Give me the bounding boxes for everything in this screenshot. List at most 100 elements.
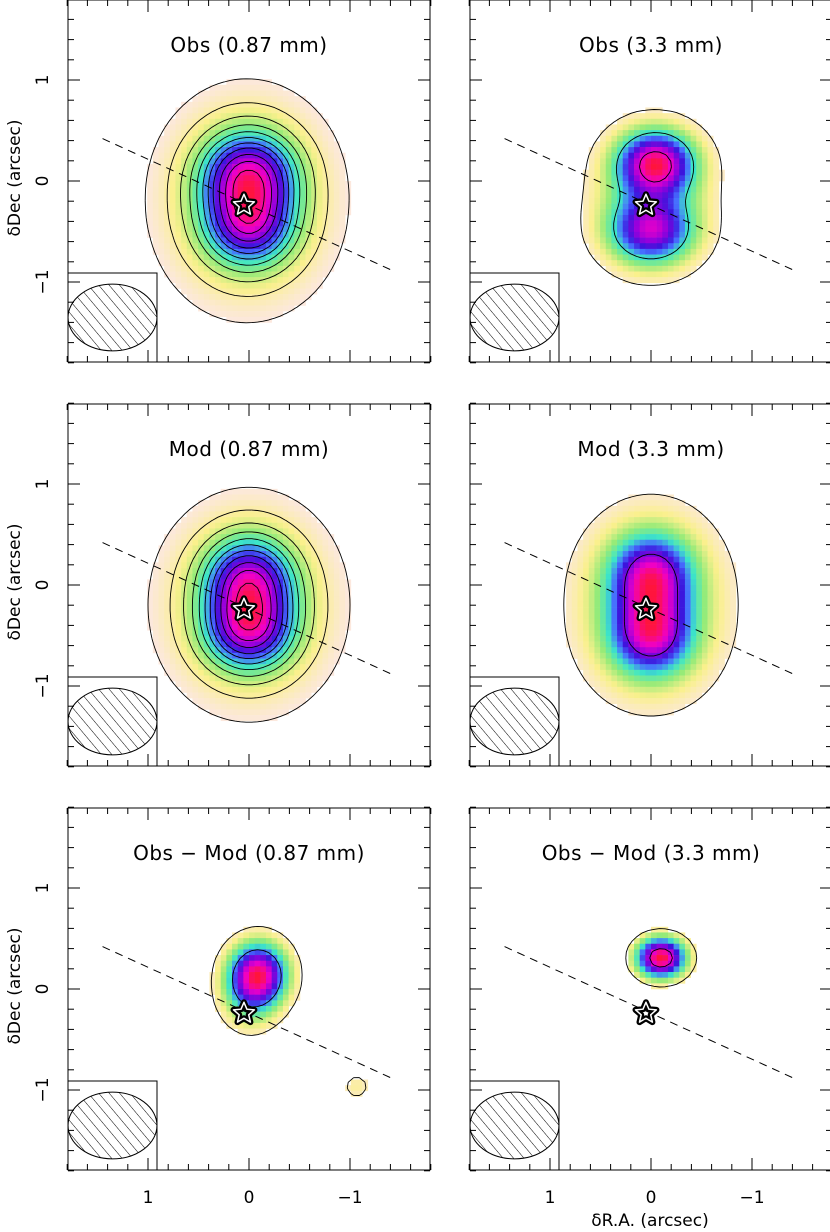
map-cell — [333, 585, 340, 591]
map-cell — [260, 517, 267, 524]
map-cell — [294, 158, 301, 165]
map-cell — [730, 613, 737, 620]
map-cell — [243, 932, 250, 939]
map-cell — [198, 664, 205, 671]
map-cell — [192, 135, 199, 142]
map-cell — [232, 1000, 238, 1007]
map-cell — [667, 124, 674, 131]
map-cell — [209, 664, 216, 671]
map-cell — [237, 972, 244, 978]
map-cell — [713, 209, 720, 216]
map-cell — [634, 254, 640, 261]
map-cell — [260, 601, 267, 608]
map-cell — [254, 316, 261, 323]
map-cell — [667, 545, 674, 552]
map-cell — [209, 203, 216, 210]
map-cell — [288, 647, 295, 654]
map-cell — [611, 618, 618, 625]
map-cell — [181, 271, 188, 278]
map-cell — [288, 96, 295, 103]
map-cell — [577, 573, 584, 580]
map-cell — [277, 209, 284, 216]
map-cell — [611, 698, 618, 705]
map-cell — [679, 664, 686, 671]
map-cell — [265, 505, 272, 512]
map-cell — [707, 556, 714, 563]
map-cell — [673, 243, 680, 250]
map-cell — [226, 994, 233, 1001]
map-cell — [656, 658, 663, 665]
map-cell — [282, 966, 289, 973]
map-cell — [249, 186, 255, 193]
map-cell — [679, 135, 686, 142]
map-cell — [243, 305, 250, 312]
map-cell — [311, 664, 318, 671]
map-cell — [249, 1028, 255, 1035]
map-cell — [316, 254, 323, 261]
map-cell — [198, 692, 205, 699]
map-cell — [282, 197, 289, 204]
map-cell — [634, 226, 640, 233]
map-cell — [645, 175, 652, 182]
map-cell — [667, 181, 674, 187]
map-cell — [667, 277, 674, 284]
map-cell — [260, 90, 267, 97]
map-cell — [220, 311, 227, 318]
map-cell — [345, 590, 352, 597]
map-cell — [611, 141, 618, 148]
map-cell — [605, 579, 612, 586]
map-cell — [311, 164, 318, 170]
map-cell — [164, 596, 171, 603]
map-cell — [271, 528, 278, 535]
map-cell — [243, 590, 250, 597]
map-cell — [679, 124, 686, 131]
map-cell — [617, 692, 624, 699]
map-cell — [294, 243, 301, 250]
map-cell — [282, 618, 289, 625]
map-cell — [316, 562, 323, 569]
map-cell — [243, 618, 250, 625]
map-cell — [282, 288, 289, 295]
map-cell — [311, 226, 318, 233]
map-cell — [617, 585, 624, 591]
map-cell — [679, 522, 686, 529]
map-cell — [226, 686, 233, 693]
map-cell — [243, 938, 250, 945]
map-cell — [181, 282, 188, 289]
map-cell — [707, 613, 714, 620]
map-cell — [328, 556, 335, 563]
map-cell — [651, 669, 657, 676]
map-cell — [237, 220, 244, 227]
map-cell — [339, 197, 346, 204]
map-cell — [260, 220, 267, 227]
map-cell — [282, 96, 289, 103]
map-cell — [690, 534, 697, 541]
map-cell — [707, 539, 714, 546]
map-cell — [617, 652, 624, 659]
map-cell — [600, 130, 607, 137]
map-cell — [175, 596, 182, 603]
map-cell — [237, 556, 244, 563]
map-cell — [260, 630, 267, 637]
map-cell — [701, 181, 708, 187]
map-cell — [696, 664, 703, 671]
map-cell — [628, 214, 635, 221]
map-cell — [645, 955, 652, 962]
map-cell — [181, 197, 188, 204]
map-cell — [600, 135, 607, 142]
map-cell — [328, 147, 335, 154]
map-cell — [186, 658, 193, 665]
map-cell — [220, 641, 227, 648]
map-cell — [696, 141, 703, 148]
map-cell — [305, 203, 312, 210]
map-cell — [588, 539, 595, 546]
map-cell — [169, 152, 176, 159]
map-cell — [232, 294, 238, 301]
map-cell — [316, 260, 323, 267]
map-cell — [684, 658, 691, 665]
map-cell — [215, 698, 222, 705]
map-cell — [701, 545, 708, 552]
map-cell — [634, 568, 640, 574]
map-cell — [203, 686, 210, 693]
map-cell — [628, 562, 635, 569]
